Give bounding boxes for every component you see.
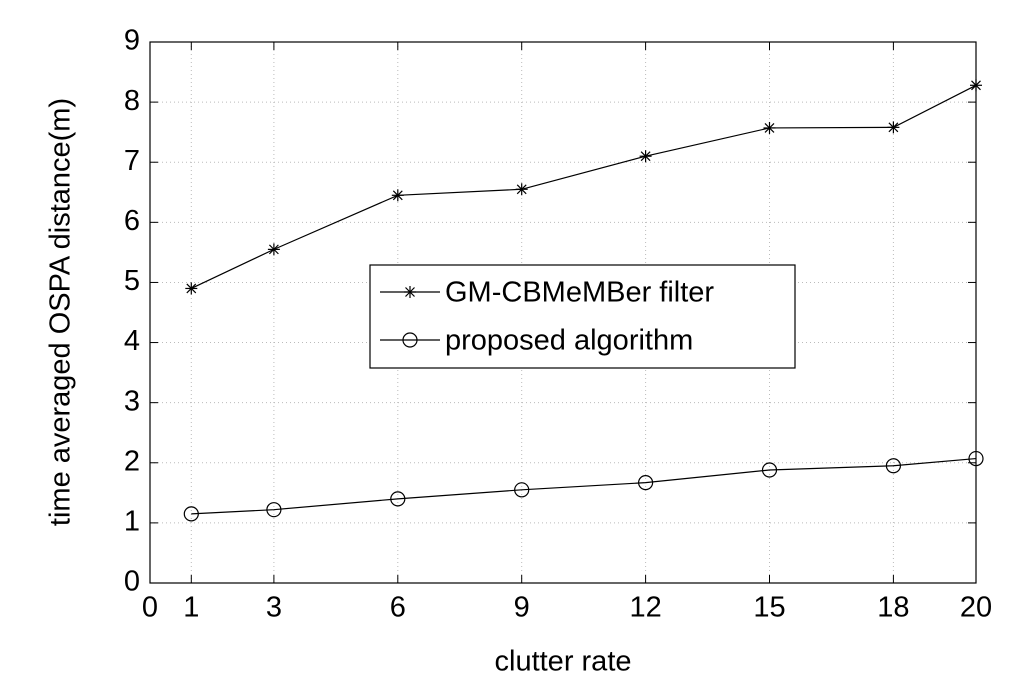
marker-circle	[761, 462, 778, 478]
marker	[515, 183, 528, 196]
marker-circle	[402, 332, 418, 348]
marker-arm	[392, 190, 403, 201]
legend-label: GM-CBMeMBer filter	[445, 277, 714, 309]
marker-circle	[885, 458, 902, 474]
marker-arm	[268, 244, 279, 255]
marker-circle	[637, 475, 654, 491]
marker-circle	[390, 491, 406, 507]
legend-label: proposed algorithm	[445, 325, 693, 357]
x-tick-label: 15	[753, 592, 785, 624]
marker-arm	[186, 283, 197, 294]
x-tick-label: 9	[514, 592, 530, 624]
plot-frame	[149, 41, 977, 584]
marker	[266, 502, 282, 518]
marker	[887, 121, 900, 134]
x-tick-label: 6	[390, 592, 406, 624]
marker	[639, 150, 652, 163]
marker-arm	[888, 122, 899, 133]
y-tick-label: 9	[124, 25, 140, 57]
marker-arm	[971, 80, 981, 91]
marker	[885, 458, 902, 474]
y-tick-label: 7	[124, 145, 140, 177]
marker	[763, 121, 776, 134]
marker-arm	[640, 151, 651, 162]
marker	[391, 189, 404, 202]
marker-circle	[266, 502, 282, 518]
y-tick-label: 6	[124, 205, 140, 237]
marker	[761, 462, 778, 478]
marker	[267, 243, 280, 256]
legend-box	[369, 264, 796, 369]
y-tick-label: 1	[124, 506, 140, 538]
marker	[390, 491, 406, 507]
x-tick-label: 3	[266, 592, 282, 624]
marker-circle	[514, 482, 530, 498]
marker	[514, 482, 530, 498]
y-tick-label: 5	[124, 265, 140, 297]
marker-circle	[183, 506, 199, 522]
x-tick-label: 0	[142, 592, 158, 624]
marker	[183, 506, 199, 522]
x-tick-label: 12	[629, 592, 661, 624]
y-axis-label: time averaged OSPA distance(m)	[45, 98, 77, 526]
y-tick-label: 3	[124, 385, 140, 417]
marker	[970, 79, 982, 92]
marker	[968, 450, 984, 467]
marker	[185, 282, 198, 295]
marker-arm	[764, 123, 775, 133]
series-line	[191, 457, 977, 515]
y-tick-label: 0	[124, 566, 140, 598]
marker	[402, 332, 418, 348]
marker-circle	[968, 450, 984, 467]
y-tick-label: 8	[124, 85, 140, 117]
marker	[637, 475, 654, 491]
x-tick-label: 20	[960, 592, 992, 624]
y-tick-label: 4	[124, 325, 140, 357]
series-line	[191, 84, 977, 289]
x-axis-label: clutter rate	[495, 646, 632, 678]
marker-arm	[516, 184, 527, 195]
y-tick-label: 2	[124, 445, 140, 477]
x-tick-label: 1	[183, 592, 199, 624]
marker	[404, 286, 416, 298]
marker-arm	[405, 287, 415, 297]
x-tick-label: 18	[877, 592, 909, 624]
